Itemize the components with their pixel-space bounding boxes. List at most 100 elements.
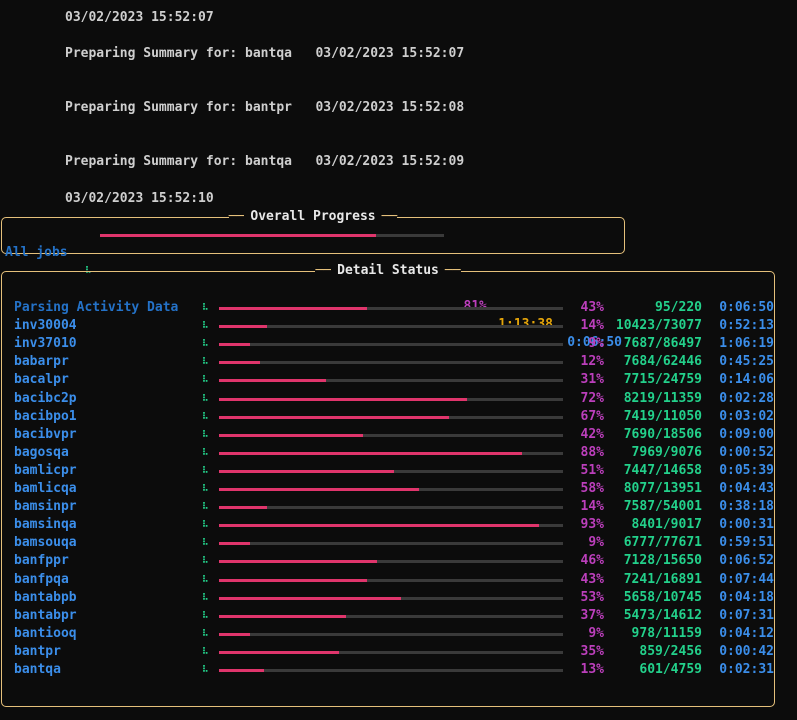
job-time: 0:07:31 [719, 607, 774, 623]
detail-row: bamsinpr ⠧ 14% 7587/54001 0:38:18 [14, 498, 774, 516]
progress-fill [219, 650, 339, 654]
job-name: inv30004 [14, 318, 77, 334]
detail-row: bantiooq ⠧ 9% 978/11159 0:04:12 [14, 625, 774, 643]
progress-bar [219, 650, 563, 654]
detail-row: bamlicqa ⠧ 58% 8077/13951 0:04:43 [14, 480, 774, 498]
progress-bar [219, 325, 563, 329]
job-count: 7684/62446 [623, 354, 702, 370]
job-count: 8401/9017 [631, 517, 702, 533]
job-count: 7715/24759 [623, 372, 702, 388]
job-percent: 43% [580, 571, 604, 587]
job-count: 7128/15650 [623, 553, 702, 569]
job-count: 7447/14658 [623, 462, 702, 478]
progress-bar [219, 433, 563, 437]
job-count: 601/4759 [639, 662, 702, 677]
job-time: 0:06:50 [719, 300, 774, 315]
detail-row: babarpr ⠧ 12% 7684/62446 0:45:25 [14, 353, 774, 371]
progress-bar [219, 614, 563, 618]
overall-label: All jobs [5, 245, 68, 260]
progress-fill [219, 632, 250, 636]
job-name: inv37010 [14, 336, 77, 352]
job-count: 8077/13951 [623, 481, 702, 496]
overall-progress-fill [100, 234, 376, 237]
job-name: bacibpo1 [14, 408, 77, 424]
spinner-icon: ⠧ [202, 665, 209, 675]
overall-progress-bar [100, 234, 444, 237]
job-count: 7687/86497 [623, 336, 702, 352]
overall-progress-title-bar: ── Overall Progress ── [228, 209, 398, 224]
detail-row: bamsinqa ⠧ 93% 8401/9017 0:00:31 [14, 516, 774, 534]
job-time: 0:00:52 [719, 444, 774, 460]
progress-bar [219, 307, 563, 310]
job-time: 0:59:51 [719, 535, 774, 551]
job-percent: 43% [580, 300, 604, 315]
progress-fill [219, 397, 467, 401]
job-count: 6777/77671 [623, 535, 702, 551]
job-count: 859/2456 [639, 643, 702, 659]
job-name: babarpr [14, 354, 69, 370]
detail-row: banfpqa ⠧ 43% 7241/16891 0:07:44 [14, 571, 774, 589]
job-name: banfppr [14, 553, 69, 569]
log-line: Preparing Summary for: bantqa 03/02/2023… [65, 154, 465, 169]
progress-bar [219, 669, 563, 672]
progress-bar [219, 379, 563, 383]
progress-fill [219, 307, 367, 310]
progress-fill [219, 415, 449, 419]
spinner-icon: ⠧ [202, 429, 209, 440]
overall-progress-title: Overall Progress [244, 209, 382, 224]
job-count: 7969/9076 [631, 444, 702, 460]
job-time: 0:09:00 [719, 426, 774, 442]
job-count: 7587/54001 [623, 499, 702, 515]
progress-bar [219, 451, 563, 455]
detail-row: bantabpb ⠧ 53% 5658/10745 0:04:18 [14, 589, 774, 607]
job-name: banfpqa [14, 571, 69, 587]
progress-fill [219, 596, 401, 600]
progress-fill [219, 379, 326, 383]
job-percent: 31% [580, 372, 604, 388]
detail-row: bacalpr ⠧ 31% 7715/24759 0:14:06 [14, 371, 774, 389]
job-name: bamlicpr [14, 462, 77, 478]
job-percent: 58% [580, 481, 604, 496]
job-time: 0:07:44 [719, 571, 774, 587]
job-percent: 72% [580, 390, 604, 406]
detail-row: bamsouqa ⠧ 9% 6777/77671 0:59:51 [14, 534, 774, 552]
spinner-icon: ⠧ [202, 484, 209, 494]
detail-row: bagosqa ⠧ 88% 7969/9076 0:00:52 [14, 444, 774, 462]
log-line: Preparing Summary for: bantqa 03/02/2023… [65, 46, 465, 61]
spinner-icon: ⠧ [202, 393, 209, 404]
spinner-icon: ⠧ [202, 357, 209, 368]
job-percent: 35% [580, 643, 604, 659]
job-time: 0:06:52 [719, 553, 774, 569]
job-name: Parsing Activity Data [14, 300, 179, 315]
job-percent: 9% [588, 625, 604, 641]
progress-fill [219, 669, 264, 672]
detail-status-title-bar: ── Detail Status ── [315, 263, 461, 278]
job-time: 1:06:19 [719, 336, 774, 352]
spinner-icon: ⠧ [202, 465, 209, 476]
spinner-icon: ⠧ [202, 321, 209, 332]
progress-bar [219, 488, 563, 491]
spinner-icon: ⠧ [202, 375, 209, 386]
progress-fill [219, 361, 260, 365]
overall-remaining: 0:06:50 [567, 335, 622, 350]
job-time: 0:04:12 [719, 625, 774, 641]
job-time: 0:04:43 [719, 481, 774, 496]
detail-row: inv37010 ⠧ 9% 7687/86497 1:06:19 [14, 335, 774, 353]
detail-row: bantqa ⠧ 13% 601/4759 0:02:31 [14, 661, 774, 679]
job-percent: 46% [580, 553, 604, 569]
overall-progress-row: All jobs ⠧ 81% 1:13:38 0:06:50 [5, 226, 625, 350]
progress-bar [219, 560, 563, 564]
job-percent: 37% [580, 607, 604, 623]
job-count: 8219/11359 [623, 390, 702, 406]
job-percent: 9% [588, 535, 604, 551]
progress-bar [219, 343, 563, 347]
job-time: 0:14:06 [719, 372, 774, 388]
job-percent: 67% [580, 408, 604, 424]
spinner-icon: ⠧ [202, 538, 209, 549]
job-name: bantabpb [14, 589, 77, 605]
progress-fill [219, 343, 250, 347]
progress-fill [219, 578, 367, 582]
overall-progress-panel: ──Overall Progress── All jobs ⠧ 81% 1:13… [1, 209, 625, 350]
progress-fill [219, 469, 394, 473]
progress-fill [219, 614, 346, 618]
